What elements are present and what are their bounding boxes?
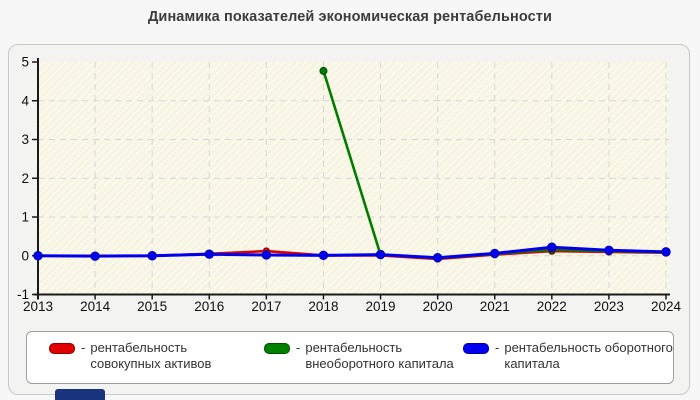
cutoff-button[interactable] <box>55 389 105 400</box>
legend: - рентабельность совокупных активов - ре… <box>26 331 674 384</box>
legend-swatch-green <box>264 343 290 354</box>
legend-swatch-blue <box>463 343 489 354</box>
legend-label: рентабельность внеоборотного капитала <box>305 340 454 372</box>
legend-item-noncurrent-capital: - рентабельность внеоборотного капитала <box>264 340 463 373</box>
legend-separator: - <box>495 340 500 355</box>
chart-title: Динамика показателей экономическая рента… <box>148 9 552 25</box>
legend-label: рентабельность оборотного капитала <box>504 340 673 372</box>
legend-item-total-assets: - рентабельность совокупных активов <box>49 340 264 373</box>
legend-separator: - <box>296 340 301 355</box>
legend-separator: - <box>81 340 86 355</box>
legend-swatch-red <box>49 343 75 354</box>
legend-item-working-capital: - рентабельность оборотного капитала <box>463 340 673 373</box>
legend-label: рентабельность совокупных активов <box>90 340 212 372</box>
